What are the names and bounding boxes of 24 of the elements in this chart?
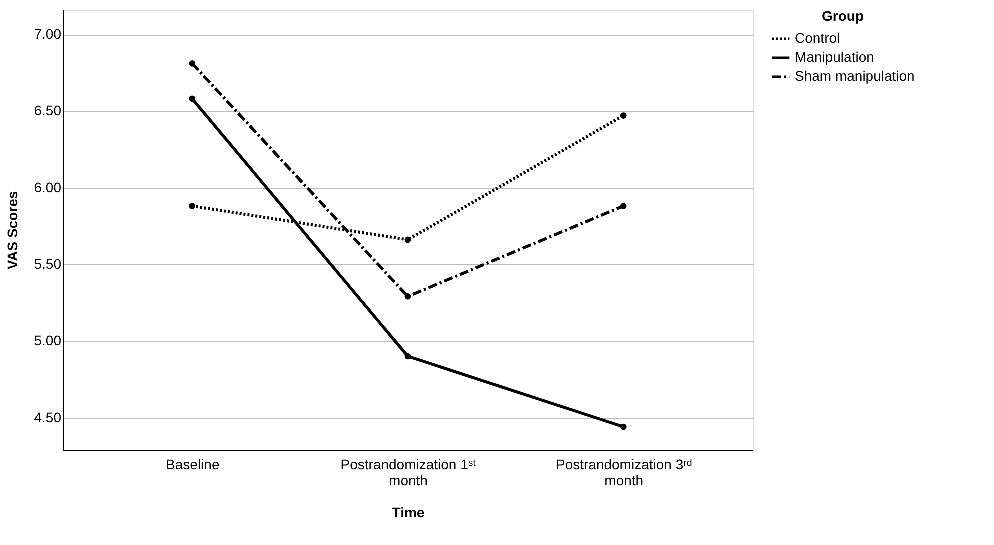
y-tick-label: 6.50 xyxy=(34,102,62,119)
point xyxy=(404,236,412,244)
y-tick-label: 4.50 xyxy=(34,409,62,426)
legend-label: Control xyxy=(795,30,840,46)
point xyxy=(404,353,412,360)
legend-title: Group xyxy=(822,8,864,24)
y-tick-label: 6.00 xyxy=(34,179,62,196)
point xyxy=(620,424,627,430)
point xyxy=(189,60,196,67)
legend-label: Sham manipulation xyxy=(795,68,915,84)
point xyxy=(189,96,196,102)
x-tick-label: Baseline xyxy=(166,456,220,472)
x-axis-title: Time xyxy=(392,504,425,520)
point xyxy=(620,203,627,210)
x-tick-label: Postrandomization 1ˢᵗ month xyxy=(340,456,476,488)
point xyxy=(620,112,627,119)
y-tick-label: 7.00 xyxy=(34,26,62,42)
point xyxy=(404,294,412,300)
legend-label: Manipulation xyxy=(795,49,874,65)
point xyxy=(189,203,196,210)
y-tick-label: 5.00 xyxy=(34,332,62,349)
y-tick-label: 5.50 xyxy=(34,256,62,272)
x-tick-label: Postrandomization 3ʳᵈ month xyxy=(556,456,692,488)
y-axis-title: VAS Scores xyxy=(4,191,20,270)
